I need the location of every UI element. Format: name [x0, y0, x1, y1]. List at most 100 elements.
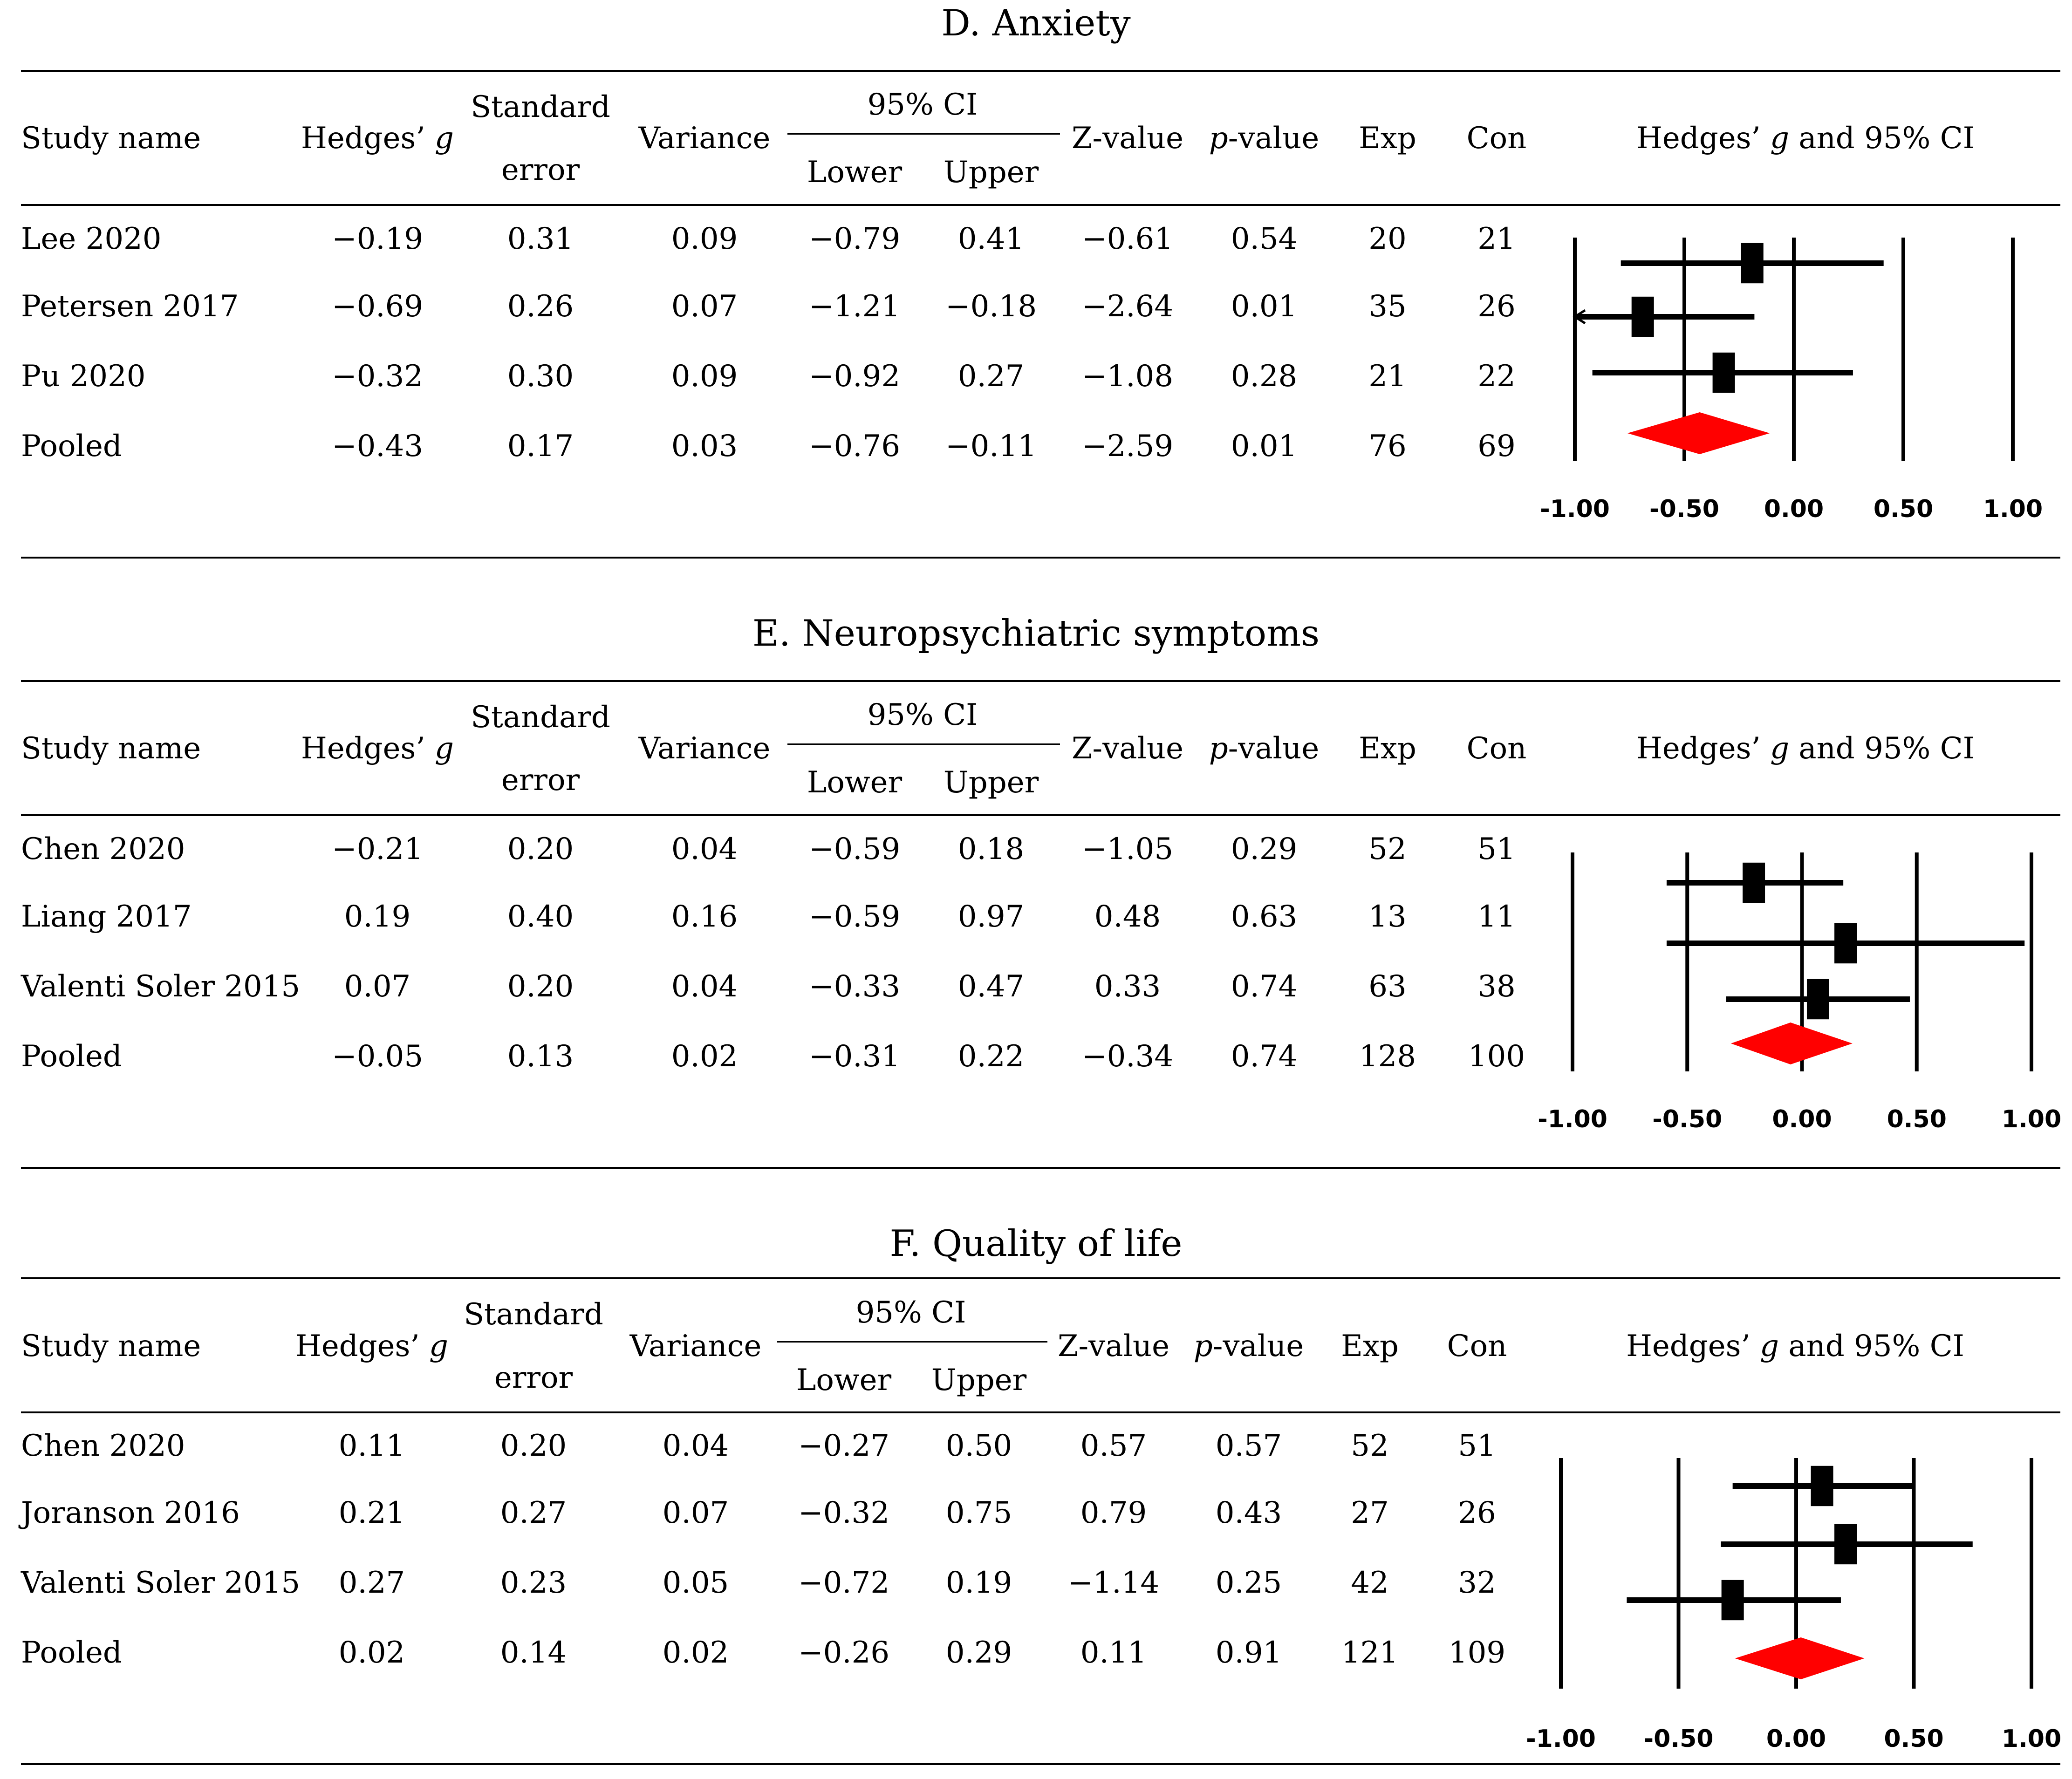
header-95ci: 95% CI [855, 1295, 966, 1330]
lower-value: −1.21 [808, 289, 901, 324]
header-variance: Variance [638, 121, 771, 156]
header-exp: Exp [1359, 731, 1416, 766]
effect-point [1721, 1580, 1744, 1621]
hedges-g-value: −0.43 [331, 429, 424, 463]
p-value: 0.01 [1231, 289, 1298, 324]
p-value: 0.63 [1231, 900, 1298, 934]
header-p-value: p-value [1209, 731, 1320, 766]
header-error: error [501, 153, 580, 187]
lower-value: −0.72 [798, 1566, 890, 1600]
header-con: Con [1466, 731, 1527, 766]
effect-point [1631, 296, 1654, 337]
panel-title: F. Quality of life [889, 1223, 1183, 1265]
effect-point [1834, 1524, 1857, 1565]
header-lower: Lower [796, 1363, 892, 1397]
ci-arrow [1573, 309, 1586, 325]
top-rule [21, 680, 2060, 682]
exp-value: 52 [1351, 1429, 1389, 1463]
exp-value: 121 [1341, 1636, 1399, 1670]
tick-label: 0.00 [1764, 495, 1824, 523]
exp-value: 76 [1368, 429, 1407, 463]
effect-point [1811, 1465, 1833, 1506]
con-value: 26 [1458, 1496, 1496, 1530]
se-value: 0.26 [507, 289, 574, 324]
lower-value: −0.76 [808, 429, 901, 463]
z-value: 0.11 [1080, 1636, 1147, 1670]
se-value: 0.14 [500, 1636, 567, 1670]
con-value: 51 [1458, 1429, 1496, 1463]
effect-point [1834, 923, 1857, 964]
panel-title: E. Neuropsychiatric symptoms [752, 613, 1320, 654]
p-value: 0.54 [1231, 222, 1298, 256]
forest-plot: -1.00 -0.50 0.00 0.50 1.00 [1540, 238, 2043, 523]
header-standard: Standard [471, 700, 610, 735]
se-value: 0.20 [507, 832, 574, 866]
header-rule [21, 814, 2060, 816]
header-hedges-g: Hedges’ g [301, 121, 454, 156]
upper-value: 0.19 [945, 1566, 1012, 1600]
exp-value: 21 [1368, 359, 1407, 394]
z-value: −1.14 [1067, 1566, 1160, 1600]
panel-title: D. Anxiety [941, 2, 1131, 44]
header-z-value: Z-value [1058, 1329, 1169, 1363]
header-error: error [494, 1361, 573, 1395]
p-value: 0.28 [1231, 359, 1298, 394]
forest-plot: -1.00 -0.50 0.00 0.50 1.00 [1526, 1458, 2061, 1753]
study-name: Pooled [21, 1039, 122, 1074]
se-value: 0.20 [507, 969, 574, 1004]
lower-value: −0.32 [798, 1496, 890, 1530]
header-p-value: p-value [1193, 1329, 1304, 1363]
study-name: Joranson 2016 [21, 1496, 240, 1530]
header-upper: Upper [931, 1363, 1027, 1397]
z-value: 0.48 [1094, 900, 1161, 934]
study-name: Valenti Soler 2015 [21, 1566, 301, 1600]
exp-value: 27 [1351, 1496, 1389, 1530]
lower-value: −0.27 [798, 1429, 890, 1463]
variance-value: 0.04 [662, 1429, 729, 1463]
upper-value: 0.27 [957, 359, 1025, 394]
study-name: Pu 2020 [21, 359, 146, 394]
upper-value: 0.29 [945, 1636, 1012, 1670]
tick-label: -0.50 [1649, 495, 1719, 523]
se-value: 0.17 [507, 429, 574, 463]
exp-value: 35 [1368, 289, 1407, 324]
hedges-g-value: 0.19 [344, 900, 411, 934]
study-name: Chen 2020 [21, 832, 185, 866]
study-name: Chen 2020 [21, 1429, 185, 1463]
tick-label: 0.50 [1874, 495, 1933, 523]
variance-value: 0.09 [671, 222, 738, 256]
lower-value: −0.59 [808, 832, 901, 866]
con-value: 22 [1477, 359, 1516, 394]
header-lower: Lower [807, 155, 903, 190]
tick-label: -1.00 [1538, 1105, 1607, 1133]
z-value: 0.33 [1094, 969, 1161, 1004]
ci-underline [787, 743, 1060, 745]
tick-label: 0.00 [1772, 1105, 1832, 1133]
z-value: −2.59 [1081, 429, 1174, 463]
tick-label: 0.50 [1884, 1725, 1943, 1753]
hedges-g-value: 0.21 [338, 1496, 405, 1530]
con-value: 32 [1458, 1566, 1496, 1600]
se-value: 0.27 [500, 1496, 567, 1530]
header-plot: Hedges’ g and 95% CI [1626, 1329, 1964, 1363]
header-z-value: Z-value [1072, 731, 1183, 766]
upper-value: 0.18 [957, 832, 1025, 866]
bottom-rule [21, 1763, 2060, 1765]
pooled-diamond [1735, 1637, 1865, 1679]
se-value: 0.30 [507, 359, 574, 394]
con-value: 26 [1477, 289, 1516, 324]
upper-value: 0.47 [957, 969, 1025, 1004]
study-name: Liang 2017 [21, 900, 192, 934]
con-value: 51 [1477, 832, 1516, 866]
z-value: −1.05 [1081, 832, 1174, 866]
exp-value: 128 [1359, 1039, 1416, 1074]
variance-value: 0.07 [671, 289, 738, 324]
header-95ci: 95% CI [867, 88, 978, 122]
header-standard: Standard [464, 1297, 603, 1332]
tick-label: 1.00 [2002, 1105, 2061, 1133]
lower-value: −0.31 [808, 1039, 901, 1074]
exp-value: 63 [1368, 969, 1407, 1004]
upper-value: 0.50 [945, 1429, 1012, 1463]
header-error: error [501, 763, 580, 797]
lower-value: −0.26 [798, 1636, 890, 1670]
